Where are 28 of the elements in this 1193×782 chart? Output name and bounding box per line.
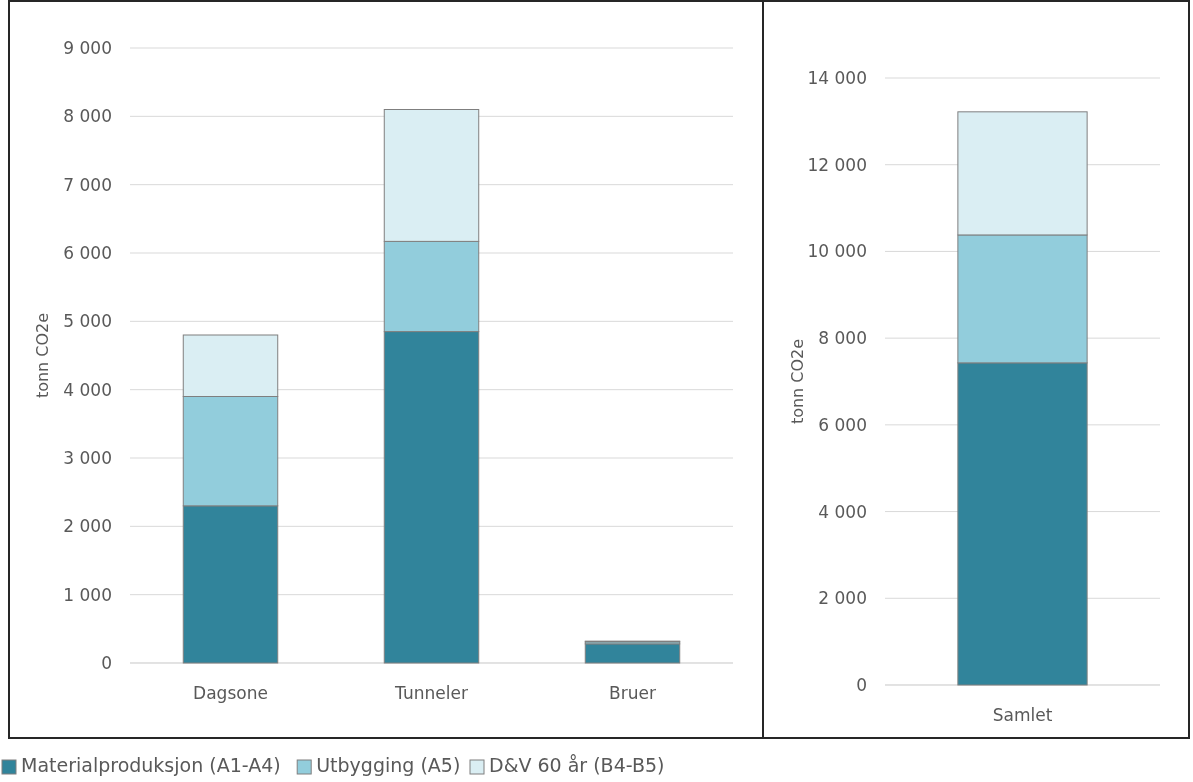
bar [584, 643, 681, 664]
y-tick-label: 8 000 [818, 328, 867, 349]
y-tick-label: 14 000 [807, 67, 867, 88]
x-tick-label: Bruer [609, 683, 656, 703]
y-tick-label: 2 000 [818, 588, 867, 609]
y-axis-title: tonn CO2e [788, 338, 807, 425]
y-tick-label: 0 [101, 652, 112, 673]
y-tick-label: 3 000 [63, 447, 112, 468]
x-tick-label: Tunneler [394, 683, 468, 703]
y-tick-label: 9 000 [63, 37, 112, 58]
y-tick-label: 0 [856, 674, 867, 695]
y-tick-label: 5 000 [63, 311, 112, 332]
y-tick-label: 6 000 [63, 242, 112, 263]
y-axis-title: tonn CO2e [33, 312, 52, 399]
x-tick-label: Dagsone [193, 683, 268, 703]
y-tick-label: 4 000 [63, 379, 112, 400]
y-tick-label: 8 000 [63, 106, 112, 127]
y-tick-label: 10 000 [807, 241, 867, 262]
legend-label: Materialproduksjon (A1-A4) [21, 754, 281, 776]
y-tick-label: 12 000 [807, 154, 867, 175]
y-tick-label: 4 000 [818, 501, 867, 522]
x-tick-label: Samlet [992, 705, 1053, 725]
legend-label: Utbygging (A5) [316, 754, 461, 776]
legend-label: D&V 60 år (B4-B5) [489, 754, 665, 776]
y-tick-label: 1 000 [63, 584, 112, 605]
y-tick-label: 6 000 [818, 414, 867, 435]
y-tick-label: 2 000 [63, 516, 112, 537]
y-tick-label: 7 000 [63, 174, 112, 195]
